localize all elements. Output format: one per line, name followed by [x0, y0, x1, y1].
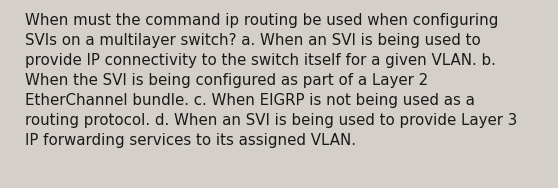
Text: When must the command ip routing be used when configuring
SVIs on a multilayer s: When must the command ip routing be used…: [25, 13, 517, 148]
